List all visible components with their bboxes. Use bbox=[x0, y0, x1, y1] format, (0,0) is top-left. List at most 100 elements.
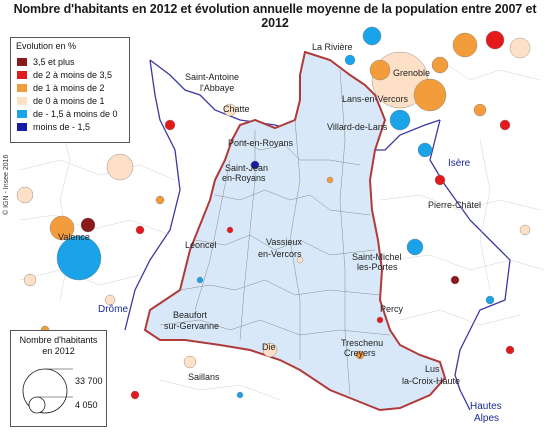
legend-item: de 2 à moins de 3,5 bbox=[17, 69, 112, 80]
commune-symbol bbox=[519, 224, 531, 236]
legend-label: de 1 à moins de 2 bbox=[33, 82, 105, 93]
place-label: Pont-en-Royans bbox=[228, 138, 294, 148]
legend-title-line: en 2012 bbox=[42, 346, 75, 356]
commune-symbol bbox=[431, 56, 449, 74]
commune-symbol bbox=[262, 342, 278, 358]
place-label: Valence bbox=[58, 232, 90, 242]
commune-symbol bbox=[417, 142, 433, 158]
legend-item: de 0 à moins de 1 bbox=[17, 95, 105, 106]
legend-item: de 1 à moins de 2 bbox=[17, 82, 105, 93]
commune-symbol bbox=[326, 176, 334, 184]
legend-value: 4 050 bbox=[75, 400, 98, 410]
place-label: Lans-en-Vercors bbox=[342, 94, 409, 104]
commune-symbol bbox=[104, 294, 116, 306]
map-canvas[interactable]: La Rivière Grenoble Saint-Antoine l'Abba… bbox=[0, 18, 550, 438]
commune-symbol bbox=[355, 350, 365, 360]
place-label: Alpes bbox=[474, 413, 499, 424]
commune-symbol bbox=[80, 217, 96, 233]
commune-symbol bbox=[413, 78, 447, 112]
place-label: en-Royans bbox=[222, 173, 266, 183]
department-boundary-west bbox=[124, 59, 181, 331]
legend-label: de 0 à moins de 1 bbox=[33, 95, 105, 106]
place-label: Saint-Michel bbox=[352, 252, 402, 262]
commune-symbol bbox=[450, 275, 460, 285]
commune-symbol bbox=[223, 103, 237, 117]
place-label: en-Vercors bbox=[258, 249, 302, 259]
commune-symbol bbox=[236, 391, 244, 399]
place-label: Grenoble bbox=[393, 68, 430, 78]
place-label: Saint-Antoine bbox=[185, 72, 239, 82]
legend-swatch bbox=[17, 109, 27, 118]
commune-symbol bbox=[226, 226, 234, 234]
legend-title: Nombre d'habitants en 2012 bbox=[11, 335, 106, 357]
commune-symbol bbox=[16, 186, 34, 204]
commune-symbol bbox=[106, 153, 134, 181]
commune-symbol bbox=[452, 32, 478, 58]
commune-symbol bbox=[135, 225, 145, 235]
place-label: les-Portes bbox=[357, 262, 398, 272]
commune-symbol bbox=[155, 195, 165, 205]
legend-swatch bbox=[17, 83, 27, 92]
legend-label: de 2 à moins de 3,5 bbox=[33, 69, 113, 80]
commune-symbol bbox=[505, 345, 515, 355]
commune-symbol bbox=[509, 37, 531, 59]
legend-item: 3,5 et plus bbox=[17, 56, 75, 67]
commune-symbol bbox=[389, 109, 411, 131]
place-label: Pierre-Châtel bbox=[428, 200, 481, 210]
place-label: l'Abbaye bbox=[200, 83, 234, 93]
map-title: Nombre d'habitants en 2012 et évolution … bbox=[13, 2, 537, 30]
legend-item: moins de - 1,5 bbox=[17, 121, 90, 132]
legend-title: Evolution en % bbox=[16, 41, 77, 51]
commune-symbol bbox=[362, 26, 382, 46]
place-label: Treschenu bbox=[341, 338, 383, 348]
vercors-park-area bbox=[143, 50, 447, 412]
commune-symbol bbox=[499, 119, 511, 131]
place-label: Saint-Jean bbox=[225, 163, 268, 173]
legend-label: 3,5 et plus bbox=[33, 56, 75, 67]
commune-symbol bbox=[376, 316, 384, 324]
legend-value: 33 700 bbox=[75, 376, 103, 386]
legend-swatch bbox=[17, 70, 27, 79]
legend-swatch bbox=[17, 96, 27, 105]
commune-symbol bbox=[196, 276, 204, 284]
commune-symbol bbox=[485, 30, 505, 50]
place-label: Saillans bbox=[188, 372, 220, 382]
place-label: Creyers bbox=[344, 348, 376, 358]
commune-symbol bbox=[56, 235, 102, 281]
legend-circles: 33 700 4 050 bbox=[22, 368, 103, 414]
commune-symbol bbox=[183, 355, 197, 369]
legend-item: de - 1,5 à moins de 0 bbox=[17, 108, 118, 119]
commune-symbol bbox=[369, 59, 391, 81]
commune-symbol bbox=[164, 119, 176, 131]
place-label: Villard-de-Lans bbox=[327, 122, 388, 132]
place-label: Chatte bbox=[223, 104, 250, 114]
place-label: La Rivière bbox=[312, 42, 353, 52]
place-label: Isère bbox=[448, 158, 471, 169]
legend-population: Nombre d'habitants en 2012 33 700 4 050 bbox=[10, 330, 107, 427]
place-label: Hautes bbox=[470, 401, 502, 412]
place-label: Lus bbox=[425, 364, 440, 374]
place-label: Die bbox=[262, 342, 276, 352]
legend-label: de - 1,5 à moins de 0 bbox=[33, 108, 118, 119]
commune-symbol bbox=[23, 273, 37, 287]
place-label: Drôme bbox=[98, 304, 128, 315]
legend-title-line: Nombre d'habitants bbox=[19, 335, 98, 345]
place-label: Beaufort bbox=[173, 310, 208, 320]
commune-symbol bbox=[344, 54, 356, 66]
commune-symbol bbox=[49, 215, 75, 241]
commune-symbol bbox=[434, 174, 446, 186]
place-label: Percy bbox=[380, 304, 404, 314]
commune-symbol bbox=[485, 295, 495, 305]
legend-evolution: Evolution en % 3,5 et plus de 2 à moins … bbox=[10, 37, 130, 143]
commune-symbol bbox=[473, 103, 487, 117]
place-label: Vassieux bbox=[266, 237, 302, 247]
commune-symbol bbox=[130, 390, 140, 400]
credit: © IGN - Insee 2016 bbox=[3, 154, 10, 215]
commune-symbol bbox=[250, 160, 260, 170]
legend-swatch bbox=[17, 57, 27, 66]
place-label: la-Croix-Haute bbox=[402, 376, 460, 386]
place-label: sur-Gervanne bbox=[164, 321, 219, 331]
legend-label: moins de - 1,5 bbox=[33, 121, 91, 132]
legend-swatch bbox=[17, 122, 27, 131]
department-boundary-east bbox=[429, 119, 511, 411]
